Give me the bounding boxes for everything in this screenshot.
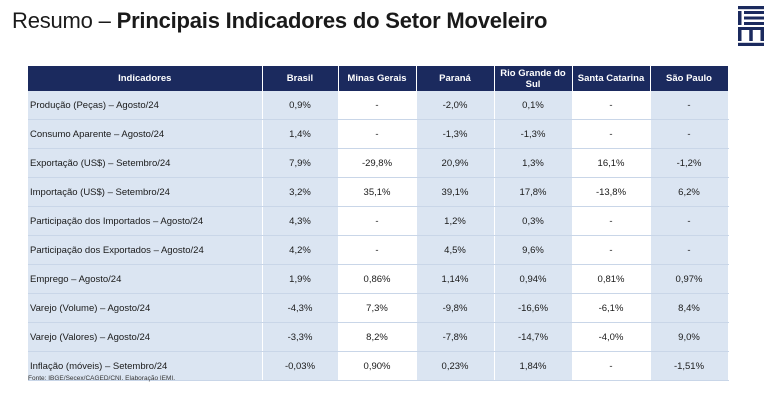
indicators-table: Indicadores Brasil Minas Gerais Paraná Rio G… (28, 66, 729, 381)
iemi-logo (738, 6, 764, 46)
parana-value: -7,8% (416, 322, 495, 352)
table-row: Inflação (móveis) – Setembro/24 -0,03% 0,9… (28, 351, 729, 381)
santa-catarina-value: - (572, 91, 651, 120)
header-parana: Paraná (416, 66, 495, 91)
page-title: Resumo – Principais Indicadores do Setor… (12, 8, 547, 34)
rio-grande-do-sul-value: 9,6% (494, 235, 573, 265)
brasil-value: -0,03% (262, 351, 339, 381)
minas-gerais-value: - (338, 206, 417, 236)
santa-catarina-value: 16,1% (572, 148, 651, 178)
rio-grande-do-sul-value: 0,3% (494, 206, 573, 236)
header-sao-paulo: São Paulo (650, 66, 729, 91)
sao-paulo-value: 8,4% (650, 293, 729, 323)
minas-gerais-value: - (338, 235, 417, 265)
minas-gerais-value: - (338, 119, 417, 149)
sao-paulo-value: 6,2% (650, 177, 729, 207)
brasil-value: -4,3% (262, 293, 339, 323)
parana-value: 20,9% (416, 148, 495, 178)
rio-grande-do-sul-value: 0,94% (494, 264, 573, 294)
sao-paulo-value: - (650, 206, 729, 236)
rio-grande-do-sul-value: 1,84% (494, 351, 573, 381)
brasil-value: -3,3% (262, 322, 339, 352)
minas-gerais-value: -29,8% (338, 148, 417, 178)
table-row: Participação dos Exportados – Agosto/24 4… (28, 235, 729, 265)
table-row: Produção (Peças) – Agosto/24 0,9% - -2,0% 0,… (28, 91, 729, 120)
header-rio-grande-do-sul: Rio Grande do Sul (494, 66, 573, 91)
header-minas-gerais: Minas Gerais (338, 66, 417, 91)
rio-grande-do-sul-value: -1,3% (494, 119, 573, 149)
sao-paulo-value: - (650, 119, 729, 149)
rio-grande-do-sul-value: -16,6% (494, 293, 573, 323)
table-row: Varejo (Volume) – Agosto/24 -4,3% 7,3% -9,8… (28, 293, 729, 323)
sao-paulo-value: -1,51% (650, 351, 729, 381)
header-santa-catarina: Santa Catarina (572, 66, 651, 91)
indicator-label: Varejo (Valores) – Agosto/24 (28, 322, 263, 352)
santa-catarina-value: -6,1% (572, 293, 651, 323)
indicator-label: Exportação (US$) – Setembro/24 (28, 148, 263, 178)
santa-catarina-value: - (572, 206, 651, 236)
rio-grande-do-sul-value: 17,8% (494, 177, 573, 207)
rio-grande-do-sul-value: 1,3% (494, 148, 573, 178)
rio-grande-do-sul-value: 0,1% (494, 91, 573, 120)
parana-value: 1,2% (416, 206, 495, 236)
minas-gerais-value: 35,1% (338, 177, 417, 207)
santa-catarina-value: -4,0% (572, 322, 651, 352)
santa-catarina-value: - (572, 119, 651, 149)
header-indicadores: Indicadores (28, 66, 263, 91)
parana-value: -9,8% (416, 293, 495, 323)
rio-grande-do-sul-value: -14,7% (494, 322, 573, 352)
indicator-label: Inflação (móveis) – Setembro/24 (28, 351, 263, 381)
header-brasil: Brasil (262, 66, 339, 91)
table-row: Participação dos Importados – Agosto/24 4… (28, 206, 729, 236)
sao-paulo-value: - (650, 235, 729, 265)
brasil-value: 1,9% (262, 264, 339, 294)
parana-value: 39,1% (416, 177, 495, 207)
title-main: Principais Indicadores do Setor Moveleir… (116, 8, 548, 33)
parana-value: -2,0% (416, 91, 495, 120)
brasil-value: 3,2% (262, 177, 339, 207)
minas-gerais-value: 0,86% (338, 264, 417, 294)
table-row: Consumo Aparente – Agosto/24 1,4% - -1,3% -1… (28, 119, 729, 149)
source-note: Fonte: IBGE/Secex/CAGED/CNI. Elaboração … (28, 375, 176, 382)
santa-catarina-value: - (572, 351, 651, 381)
title-prefix: Resumo – (12, 8, 117, 33)
indicator-label: Participação dos Importados – Agosto/24 (28, 206, 263, 236)
sao-paulo-value: 0,97% (650, 264, 729, 294)
sao-paulo-value: 9,0% (650, 322, 729, 352)
indicator-label: Varejo (Volume) – Agosto/24 (28, 293, 263, 323)
brasil-value: 4,2% (262, 235, 339, 265)
table-row: Emprego – Agosto/24 1,9% 0,86% 1,14% 0,94% 0,… (28, 264, 729, 294)
santa-catarina-value: - (572, 235, 651, 265)
table-row: Exportação (US$) – Setembro/24 7,9% -29,8%… (28, 148, 729, 178)
santa-catarina-value: 0,81% (572, 264, 651, 294)
table-row: Importação (US$) – Setembro/24 3,2% 35,1% 3… (28, 177, 729, 207)
minas-gerais-value: - (338, 91, 417, 120)
indicator-label: Produção (Peças) – Agosto/24 (28, 91, 263, 120)
minas-gerais-value: 7,3% (338, 293, 417, 323)
indicator-label: Participação dos Exportados – Agosto/24 (28, 235, 263, 265)
table-row: Varejo (Valores) – Agosto/24 -3,3% 8,2% -7,… (28, 322, 729, 352)
table-header-row: Indicadores Brasil Minas Gerais Paraná Rio G… (28, 66, 729, 91)
sao-paulo-value: -1,2% (650, 148, 729, 178)
brasil-value: 1,4% (262, 119, 339, 149)
sao-paulo-value: - (650, 91, 729, 120)
minas-gerais-value: 0,90% (338, 351, 417, 381)
brasil-value: 4,3% (262, 206, 339, 236)
parana-value: 0,23% (416, 351, 495, 381)
indicator-label: Consumo Aparente – Agosto/24 (28, 119, 263, 149)
minas-gerais-value: 8,2% (338, 322, 417, 352)
brasil-value: 0,9% (262, 91, 339, 120)
parana-value: 1,14% (416, 264, 495, 294)
brasil-value: 7,9% (262, 148, 339, 178)
indicator-label: Importação (US$) – Setembro/24 (28, 177, 263, 207)
parana-value: -1,3% (416, 119, 495, 149)
parana-value: 4,5% (416, 235, 495, 265)
indicator-label: Emprego – Agosto/24 (28, 264, 263, 294)
santa-catarina-value: -13,8% (572, 177, 651, 207)
